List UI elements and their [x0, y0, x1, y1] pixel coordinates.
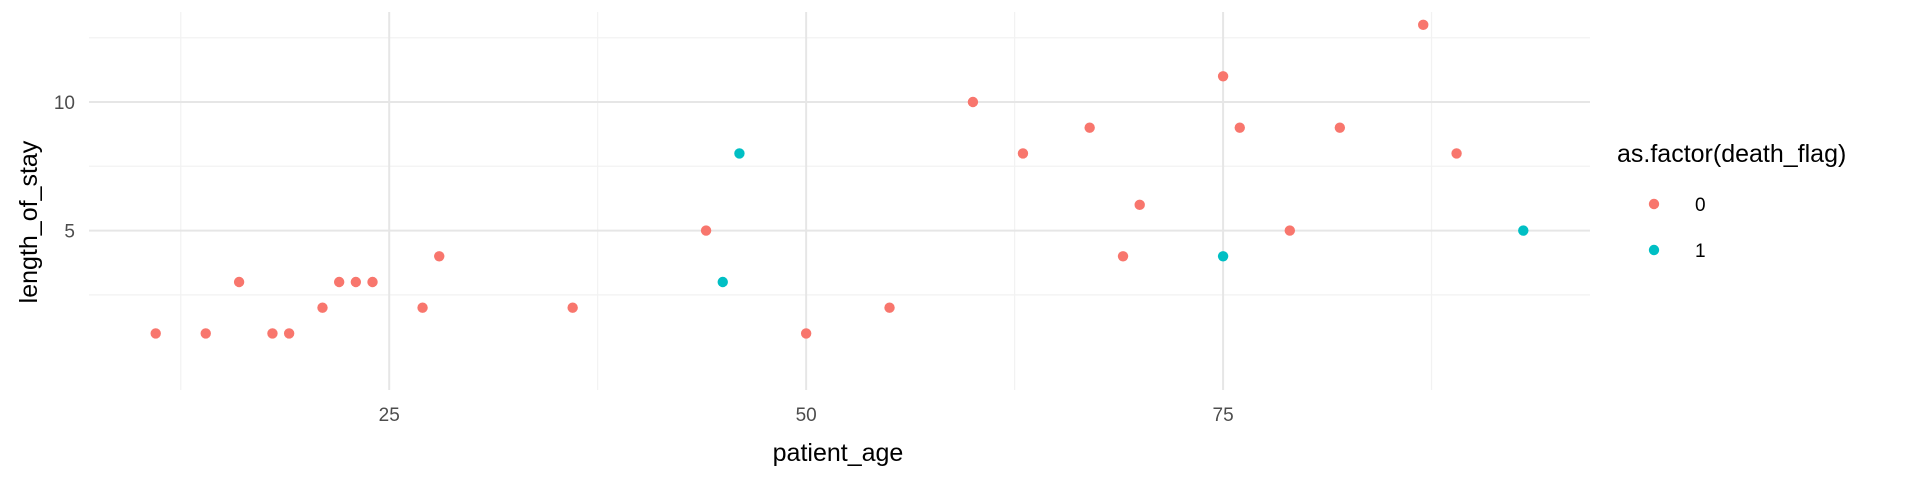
- legend-label-0: 0: [1695, 195, 1706, 216]
- x-tick-label: 25: [379, 405, 400, 426]
- data-point-0: [1117, 251, 1129, 262]
- data-point-0: [567, 302, 578, 313]
- data-point-1: [1217, 251, 1229, 262]
- legend-label-1: 1: [1695, 241, 1706, 262]
- data-point-0: [967, 96, 979, 108]
- data-point-0: [1134, 199, 1145, 211]
- legend-key-1: [1648, 244, 1660, 256]
- data-point-0: [367, 276, 378, 288]
- y-tick-label: 5: [64, 222, 75, 243]
- data-point-0: [884, 302, 895, 313]
- data-point-0: [317, 302, 328, 313]
- y-tick-label: 10: [54, 93, 75, 114]
- data-point-0: [150, 328, 161, 339]
- data-point-1: [1518, 225, 1529, 236]
- data-point-0: [233, 276, 245, 288]
- data-point-1: [734, 148, 745, 159]
- data-point-0: [417, 302, 428, 313]
- x-tick-label: 50: [796, 405, 817, 426]
- data-point-0: [267, 328, 278, 339]
- data-point-0: [283, 328, 295, 339]
- legend-key-0: [1648, 198, 1660, 210]
- data-point-0: [1084, 122, 1095, 133]
- x-tick-label: 75: [1213, 405, 1234, 426]
- data-point-0: [333, 276, 345, 288]
- tick-labels: 25 50 75 5 10: [54, 93, 1234, 426]
- grid-lines: [89, 12, 1590, 390]
- data-point-1: [717, 276, 728, 288]
- y-axis-title: length_of_stay: [15, 140, 43, 303]
- legend: as.factor(death_flag) 01: [1617, 140, 1846, 262]
- data-point-0: [800, 328, 812, 339]
- data-points: [150, 19, 1529, 339]
- data-point-0: [434, 251, 445, 262]
- data-point-0: [350, 276, 362, 288]
- data-point-0: [1217, 71, 1229, 82]
- legend-title: as.factor(death_flag): [1617, 140, 1846, 168]
- data-point-0: [1234, 122, 1245, 133]
- data-point-0: [1334, 122, 1346, 133]
- x-axis-title: patient_age: [773, 439, 904, 467]
- data-point-0: [200, 328, 211, 339]
- legend-items: 01: [1648, 195, 1706, 262]
- data-point-0: [700, 225, 712, 236]
- data-point-0: [1017, 148, 1029, 159]
- data-point-0: [1418, 19, 1429, 31]
- data-point-0: [1451, 148, 1462, 159]
- data-point-0: [1284, 225, 1296, 236]
